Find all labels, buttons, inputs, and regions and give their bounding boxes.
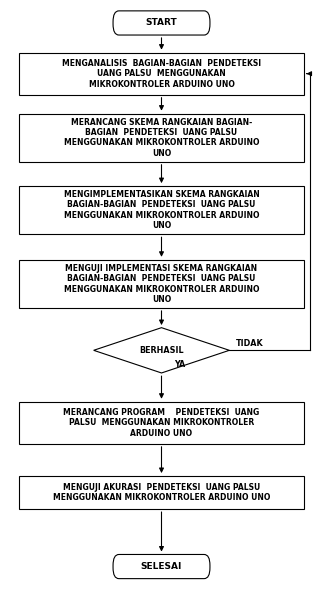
Text: MENGUJI AKURASI  PENDETEKSI  UANG PALSU
MENGGUNAKAN MIKROKONTROLER ARDUINO UNO: MENGUJI AKURASI PENDETEKSI UANG PALSU ME… <box>53 483 270 502</box>
FancyBboxPatch shape <box>19 114 304 162</box>
Text: TIDAK: TIDAK <box>236 339 264 347</box>
Text: MENGIMPLEMENTASIKAN SKEMA RANGKAIAN
BAGIAN-BAGIAN  PENDETEKSI  UANG PALSU
MENGGU: MENGIMPLEMENTASIKAN SKEMA RANGKAIAN BAGI… <box>64 190 259 230</box>
FancyBboxPatch shape <box>19 402 304 444</box>
Text: SELESAI: SELESAI <box>141 562 182 571</box>
Text: MERANCANG SKEMA RANGKAIAN BAGIAN-
BAGIAN  PENDETEKSI  UANG PALSU
MENGGUNAKAN MIK: MERANCANG SKEMA RANGKAIAN BAGIAN- BAGIAN… <box>64 118 259 158</box>
FancyBboxPatch shape <box>113 554 210 579</box>
Text: MENGUJI IMPLEMENTASI SKEMA RANGKAIAN
BAGIAN-BAGIAN  PENDETEKSI  UANG PALSU
MENGG: MENGUJI IMPLEMENTASI SKEMA RANGKAIAN BAG… <box>64 264 259 304</box>
Text: BERHASIL: BERHASIL <box>139 346 184 355</box>
Polygon shape <box>94 327 229 373</box>
Text: YA: YA <box>174 360 186 368</box>
Text: MENGANALISIS  BAGIAN-BAGIAN  PENDETEKSI
UANG PALSU  MENGGUNAKAN
MIKROKONTROLER A: MENGANALISIS BAGIAN-BAGIAN PENDETEKSI UA… <box>62 59 261 89</box>
Text: MERANCANG PROGRAM    PENDETEKSI  UANG
PALSU  MENGGUNAKAN MIKROKONTROLER
ARDUINO : MERANCANG PROGRAM PENDETEKSI UANG PALSU … <box>63 408 260 438</box>
FancyBboxPatch shape <box>19 53 304 95</box>
FancyBboxPatch shape <box>19 186 304 234</box>
FancyBboxPatch shape <box>19 260 304 308</box>
FancyBboxPatch shape <box>113 11 210 35</box>
FancyBboxPatch shape <box>19 476 304 509</box>
Text: START: START <box>146 19 177 27</box>
